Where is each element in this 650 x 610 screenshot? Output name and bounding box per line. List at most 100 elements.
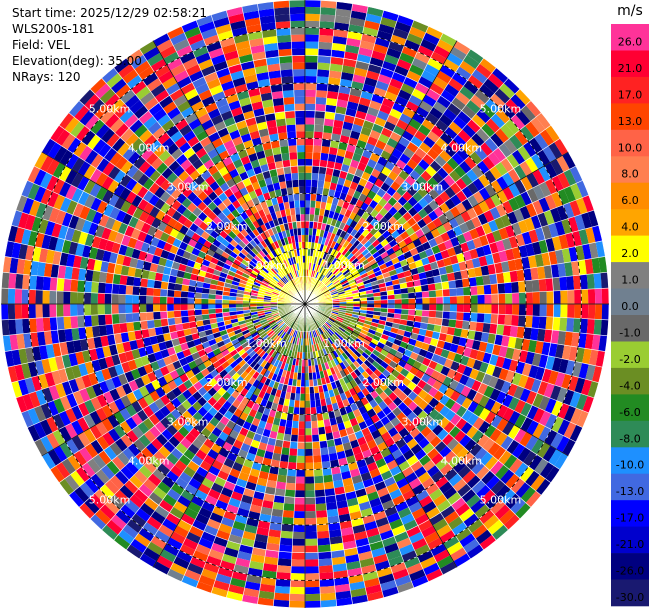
ray-separator <box>304 10 384 305</box>
range-gate <box>167 289 175 298</box>
range-gate <box>349 236 358 245</box>
range-gate <box>352 152 362 163</box>
range-gate <box>283 433 292 442</box>
range-gate <box>383 476 396 487</box>
range-gate <box>519 161 533 177</box>
range-gate <box>366 243 375 252</box>
range-gate <box>343 547 359 557</box>
range-gate <box>459 533 476 548</box>
range-gate <box>235 557 251 568</box>
range-gate <box>337 291 345 296</box>
range-gate <box>287 320 293 327</box>
range-gate <box>358 465 370 475</box>
ray-separator <box>304 303 322 608</box>
range-gate <box>502 393 514 408</box>
range-gate <box>459 242 470 253</box>
range-gate <box>526 172 539 188</box>
range-gate <box>314 117 325 126</box>
range-gate <box>337 312 345 317</box>
range-gate <box>431 452 444 466</box>
range-gate <box>345 217 354 227</box>
range-gate <box>326 508 339 517</box>
range-gate <box>380 308 388 313</box>
range-gate <box>446 438 459 451</box>
range-gate <box>544 194 557 210</box>
range-gate <box>450 401 462 414</box>
range-gate <box>541 341 551 356</box>
range-gate <box>229 468 241 479</box>
range-gate <box>208 549 224 561</box>
range-gate <box>293 517 305 526</box>
range-gate <box>408 304 416 310</box>
range-gate <box>363 240 372 249</box>
range-gate <box>462 124 476 138</box>
range-gate <box>321 287 329 293</box>
range-gate <box>514 399 526 414</box>
range-gate <box>574 377 586 394</box>
range-gate <box>451 522 468 536</box>
range-gate <box>361 351 370 360</box>
range-gate <box>556 155 570 173</box>
range-gate <box>422 214 433 225</box>
range-gate <box>439 394 450 406</box>
range-gate <box>240 442 251 453</box>
range-gate <box>217 566 234 578</box>
range-gate <box>478 83 495 99</box>
range-gate <box>517 219 529 234</box>
range-gate <box>325 104 337 113</box>
range-gate <box>248 376 257 386</box>
range-gate <box>473 404 485 417</box>
range-gate <box>309 214 315 222</box>
range-gate <box>396 14 414 27</box>
range-gate <box>428 188 440 200</box>
range-gate <box>171 482 185 496</box>
range-gate <box>557 330 567 346</box>
range-gate <box>210 542 226 554</box>
ray-separator <box>304 303 542 496</box>
range-gate <box>402 449 415 461</box>
range-gate <box>189 556 206 569</box>
range-gate <box>543 209 555 225</box>
range-gate <box>326 439 336 448</box>
range-gate <box>467 400 479 414</box>
range-gate <box>314 322 319 329</box>
range-gate <box>461 198 473 211</box>
range-gate <box>305 566 320 574</box>
range-gate <box>322 333 328 340</box>
range-gate <box>555 344 565 359</box>
range-gate <box>305 573 320 581</box>
range-gate <box>345 242 353 251</box>
range-gate <box>192 519 207 532</box>
range-gate <box>380 238 389 248</box>
range-gate <box>569 200 581 217</box>
range-gate <box>455 393 467 406</box>
range-gate <box>366 269 375 276</box>
range-gate <box>374 255 383 263</box>
range-gate <box>498 293 506 304</box>
range-gate <box>344 271 352 278</box>
range-gate <box>369 247 378 256</box>
range-gate <box>352 360 361 369</box>
range-gate <box>411 416 423 428</box>
range-gate <box>289 441 298 449</box>
range-gate <box>392 471 406 483</box>
range-gate <box>380 304 388 309</box>
range-gate <box>451 335 461 346</box>
range-gate <box>455 527 472 542</box>
range-gate <box>56 316 65 330</box>
range-gate <box>268 339 275 347</box>
range-gate <box>377 156 388 167</box>
range-gate <box>414 309 423 317</box>
range-gate <box>358 354 367 363</box>
range-gate <box>451 152 465 166</box>
range-gate <box>326 329 333 337</box>
range-gate <box>199 443 211 455</box>
range-gate <box>557 172 571 189</box>
range-gate <box>387 427 399 438</box>
range-gate <box>523 450 537 467</box>
range-gate <box>502 407 515 422</box>
range-gate <box>383 378 393 388</box>
range-gate <box>446 541 463 556</box>
range-gate <box>525 202 538 218</box>
range-gate <box>408 118 422 131</box>
